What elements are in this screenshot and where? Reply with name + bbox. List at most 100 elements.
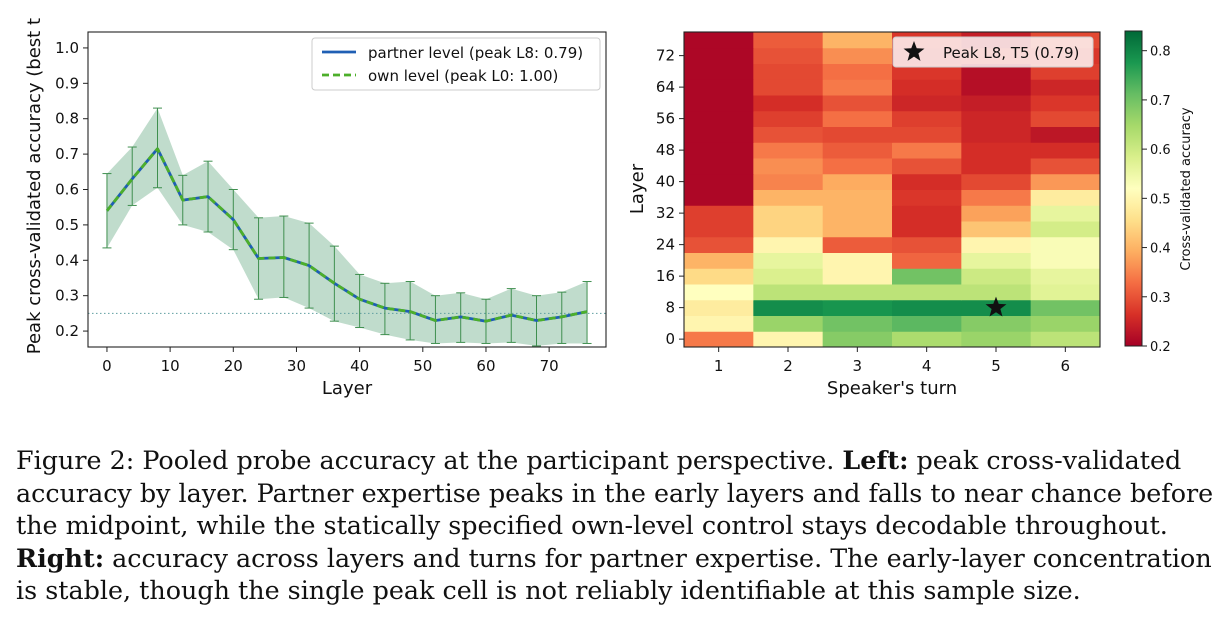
- heatmap-cell: [822, 236, 893, 253]
- heatmap-cell: [822, 142, 893, 159]
- x-tick-label: 70: [540, 357, 559, 375]
- heatmap-cell: [753, 126, 824, 143]
- caption-line-2: accuracy by layer. Partner expertise pea…: [16, 477, 1214, 508]
- heatmap-cell: [822, 315, 893, 332]
- heatmap-cell: [684, 205, 754, 222]
- caption-line-5: is stable, though the single peak cell i…: [16, 575, 1081, 605]
- caption-line-1: Figure 2: Pooled probe accuracy at the p…: [16, 444, 1212, 477]
- heatmap-cell: [684, 173, 754, 190]
- heatmap-cell: [1030, 158, 1101, 175]
- caption-line-3: the midpoint, while the statically speci…: [16, 510, 1168, 540]
- heatmap-cell: [892, 331, 962, 348]
- heatmap-cells: [684, 32, 1101, 348]
- heatmap-cell: [892, 284, 962, 301]
- colorbar-tick-label: 0.3: [1150, 291, 1171, 306]
- colorbar-tick-label: 0.2: [1150, 340, 1171, 355]
- heatmap-cell: [1030, 205, 1101, 222]
- heatmap-cell: [684, 126, 754, 143]
- heatmap-cell: [822, 189, 893, 206]
- x-tick-label: 0: [102, 357, 112, 375]
- heatmap-cell: [892, 189, 962, 206]
- heatmap-x-tick-label: 1: [714, 357, 724, 375]
- heatmap-cell: [961, 126, 1032, 143]
- heatmap-cell: [753, 205, 824, 222]
- heatmap-y-ticks: 0 8 16 24 32 40 48 56 64 72: [656, 47, 684, 348]
- heatmap-cell: [1030, 268, 1101, 285]
- heatmap-legend: Peak L8, T5 (0.79): [892, 36, 1094, 68]
- heatmap-cell: [753, 252, 824, 269]
- y-tick-label: 0.2: [55, 322, 79, 340]
- heatmap-cell: [892, 126, 962, 143]
- heatmap-cell: [753, 158, 824, 175]
- heatmap-cell: [892, 110, 962, 127]
- heatmap-cell: [892, 79, 962, 96]
- colorbar-tick-label: 0.6: [1150, 143, 1171, 158]
- heatmap-cell: [684, 315, 754, 332]
- heatmap-cell: [753, 236, 824, 253]
- heatmap-cell: [892, 299, 962, 316]
- heatmap-cell: [1030, 126, 1101, 143]
- heatmap-cell: [961, 315, 1032, 332]
- heatmap-y-tick-label: 8: [665, 299, 675, 317]
- heatmap-cell: [684, 299, 754, 316]
- heatmap-cell: [753, 315, 824, 332]
- confidence-band: [107, 108, 587, 346]
- left-legend: partner level (peak L8: 0.79) own level …: [311, 37, 601, 91]
- figure: 0 10 20 30 40 50 60 70 0.20.30.40.50.60.70.80.9…: [24, 18, 1194, 399]
- caption-line-4: Right: accuracy across layers and turns …: [16, 542, 1212, 575]
- heatmap-cell: [892, 142, 962, 159]
- heatmap-cell: [753, 189, 824, 206]
- heatmap-y-tick-label: 72: [656, 47, 675, 65]
- heatmap-cell: [892, 158, 962, 175]
- heatmap-cell: [822, 205, 893, 222]
- heatmap-cell: [822, 173, 893, 190]
- heatmap-cell: [961, 268, 1032, 285]
- heatmap-cell: [822, 331, 893, 348]
- y-tick-label: 0.4: [55, 251, 79, 269]
- x-tick-label: 20: [224, 357, 243, 375]
- heatmap-cell: [822, 268, 893, 285]
- heatmap-cell: [684, 189, 754, 206]
- left-chart-marks: [88, 107, 606, 347]
- heatmap-cell: [684, 47, 754, 64]
- colorbar-tick-label: 0.7: [1150, 94, 1171, 109]
- heatmap-y-tick-label: 0: [665, 330, 675, 348]
- heatmap-cell: [1030, 221, 1101, 238]
- heatmap-cell: [684, 142, 754, 159]
- x-tick-label: 30: [287, 357, 306, 375]
- colorbar-tick-label: 0.5: [1150, 192, 1171, 207]
- caption-left-label: Left:: [842, 445, 909, 475]
- heatmap-cell: [822, 299, 893, 316]
- heatmap-cell: [753, 268, 824, 285]
- heatmap-cell: [753, 284, 824, 301]
- heatmap-cell: [753, 79, 824, 96]
- heatmap-cell: [684, 268, 754, 285]
- heatmap-cell: [961, 205, 1032, 222]
- caption-line-1-rest: peak cross-validated: [916, 445, 1182, 475]
- heatmap-cell: [822, 158, 893, 175]
- left-y-axis-label: Peak cross-validated accuracy (best t: [24, 18, 45, 354]
- colorbar-tick-label: 0.8: [1150, 45, 1171, 60]
- heatmap-cell: [961, 189, 1032, 206]
- heatmap-cell: [684, 95, 754, 112]
- heatmap-cell: [892, 95, 962, 112]
- heatmap-x-tick-label: 4: [922, 357, 932, 375]
- heatmap-cell: [684, 110, 754, 127]
- heatmap-cell: [1030, 236, 1101, 253]
- heatmap-cell: [753, 110, 824, 127]
- heatmap-cell: [684, 252, 754, 269]
- heatmap-cell: [961, 95, 1032, 112]
- heatmap-cell: [1030, 299, 1101, 316]
- heatmap-cell: [822, 252, 893, 269]
- heatmap-cell: [961, 236, 1032, 253]
- heatmap-y-tick-label: 24: [656, 236, 675, 254]
- heatmap-cell: [753, 173, 824, 190]
- heatmap-cell: [1030, 252, 1101, 269]
- heatmap-cell: [684, 221, 754, 238]
- left-y-ticks: 0.2 0.3 0.4 0.5 0.6 0.7 0.8 0.9 1.0: [55, 39, 88, 340]
- colorbar-label: Cross-validated accuracy: [1179, 107, 1194, 271]
- heatmap-cell: [961, 158, 1032, 175]
- heatmap-cell: [753, 32, 824, 49]
- y-tick-label: 0.3: [55, 287, 79, 305]
- heatmap-cell: [684, 236, 754, 253]
